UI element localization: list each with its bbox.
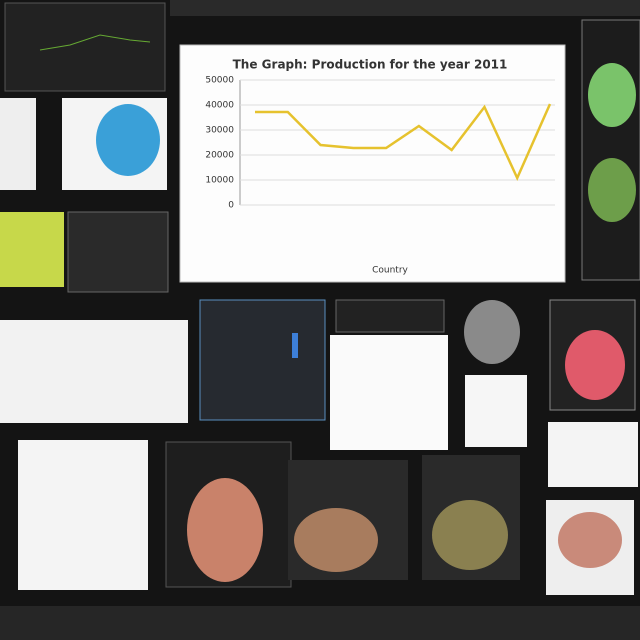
- thumb-panel: [335, 299, 445, 333]
- thumb-image: [588, 158, 636, 222]
- thumb-bar: [292, 333, 298, 358]
- thumb-panel: [18, 440, 148, 590]
- footer-strip: [0, 606, 640, 640]
- thumb-panel: [330, 335, 448, 450]
- x-axis-label: Country: [372, 266, 408, 276]
- thumb-panel: [0, 320, 188, 423]
- thumb-image: [464, 300, 520, 364]
- y-tick-label: 50000: [205, 76, 234, 86]
- y-tick-label: 20000: [205, 151, 234, 161]
- thumb-panel: [548, 422, 638, 487]
- thumb-panel: [0, 212, 64, 287]
- thumb-panel: [465, 375, 527, 447]
- thumb-image: [96, 104, 160, 176]
- chart-panel: [179, 44, 566, 283]
- thumb-panel: [0, 98, 36, 190]
- chart-title: The Graph: Production for the year 2011: [233, 58, 508, 72]
- thumb-image: [565, 330, 625, 400]
- y-tick-label: 40000: [205, 101, 234, 111]
- thumb-panel: [4, 2, 166, 92]
- thumb-image: [294, 508, 378, 572]
- thumb-image: [588, 63, 636, 127]
- header-strip: [170, 0, 640, 16]
- y-tick-label: 0: [228, 201, 234, 211]
- thumb-line: [39, 34, 151, 51]
- y-tick-label: 10000: [205, 176, 234, 186]
- thumb-image: [432, 500, 508, 570]
- thumb-panel: [199, 299, 326, 421]
- thumb-image: [558, 512, 622, 568]
- thumb-panel: [67, 211, 169, 293]
- data-line: [255, 103, 552, 182]
- thumb-image: [187, 478, 263, 582]
- y-tick-label: 30000: [205, 126, 234, 136]
- thumb-panel: [581, 19, 640, 281]
